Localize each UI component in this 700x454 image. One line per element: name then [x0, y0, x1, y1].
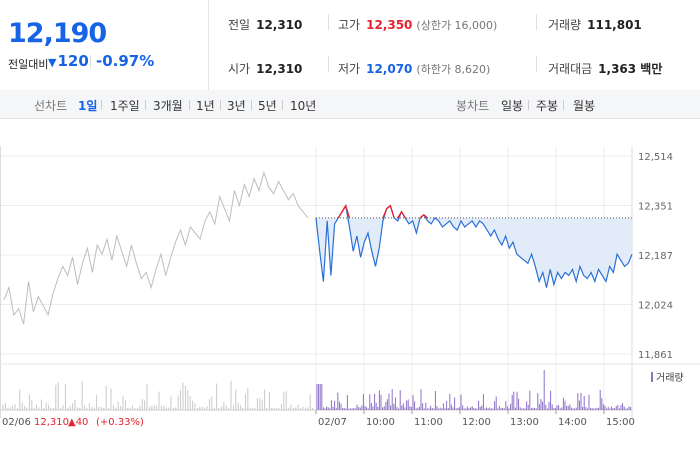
period-tab-1d[interactable]: 1일 [78, 99, 98, 113]
x-tick-label: 13:00 [510, 417, 539, 428]
period-tab-1w[interactable]: 1주일 [110, 99, 140, 113]
change-amount: ▼120 [48, 52, 89, 70]
divider [536, 56, 537, 72]
upper-limit: (상한가 16,000) [416, 19, 498, 32]
stat-turnover: 거래대금 1,363 백만 [548, 60, 662, 77]
y-axis-labels: 12,514 12,351 12,187 12,024 11,861 [638, 152, 673, 361]
x-axis-labels: 02/07 10:00 11:00 12:00 13:00 14:00 15:00 [318, 417, 635, 428]
period-tab-3m[interactable]: 3개월 [153, 99, 183, 113]
stat-label: 거래량 [548, 18, 582, 32]
tab-divider [220, 100, 221, 110]
period-tab-5y[interactable]: 5년 [258, 99, 277, 113]
intraday-chart: 12,514 12,351 12,187 12,024 11,861 02/07 10:0… [0, 118, 700, 450]
today-price-line [315, 204, 633, 288]
above-reference-segment [386, 204, 395, 219]
chart-toolbar: 선차트 1일 1주일 3개월 1년 3년 5년 10년 봉차트 일봉 주봉 월봉 [0, 90, 700, 119]
stat-volume: 거래량 111,801 [548, 16, 642, 33]
x-tick-label: 11:00 [414, 417, 443, 428]
current-price: 12,190 [8, 18, 107, 49]
stat-label: 고가 [338, 18, 361, 32]
stat-prev-close: 전일 12,310 [228, 16, 302, 33]
divider [536, 14, 537, 30]
line-chart-caption: 선차트 [34, 99, 68, 113]
tab-divider [563, 100, 564, 110]
candle-tab-weekly[interactable]: 주봉 [536, 99, 559, 113]
volume-legend-swatch [651, 372, 653, 382]
stat-low: 저가 12,070 (하한가 8,620) [338, 60, 490, 77]
previous-day-line [3, 170, 309, 325]
down-triangle-icon: ▼ [48, 56, 57, 69]
stat-high: 고가 12,350 (상한가 16,000) [338, 16, 497, 33]
stat-value: 1,363 백만 [598, 62, 663, 76]
stat-open: 시가 12,310 [228, 60, 302, 77]
price-box: 12,190 전일대비 ▼120 -0.97% [0, 0, 209, 90]
quote-header: 12,190 전일대비 ▼120 -0.97% 전일 12,310 고가 12,35… [0, 0, 700, 91]
x-tick-label: 10:00 [366, 417, 395, 428]
x-tick-label: 12:00 [462, 417, 491, 428]
stat-label: 저가 [338, 62, 361, 76]
stat-value: 12,350 [366, 18, 413, 32]
stat-label: 거래대금 [548, 62, 593, 76]
high-markers [337, 204, 428, 219]
y-tick-label: 12,351 [638, 202, 673, 213]
volume-legend: 거래량 [656, 372, 684, 384]
prev-day-change-pct: (+0.33%) [96, 417, 144, 428]
x-tick-label: 14:00 [558, 417, 587, 428]
stat-value: 111,801 [587, 18, 642, 32]
tab-divider [189, 100, 190, 110]
tab-divider [528, 100, 529, 110]
prev-day-date: 02/06 [2, 417, 31, 428]
volume-bars [2, 370, 632, 410]
period-tab-3y[interactable]: 3년 [227, 99, 246, 113]
candle-tab-monthly[interactable]: 월봉 [573, 99, 596, 113]
stat-value: 12,310 [256, 18, 303, 32]
x-tick-label: 15:00 [606, 417, 635, 428]
stat-value: 12,310 [256, 62, 303, 76]
x-tick-label: 02/07 [318, 417, 347, 428]
divider [328, 14, 329, 30]
tab-divider [145, 100, 146, 110]
above-reference-segment [382, 205, 391, 219]
change-percent: -0.97% [89, 52, 155, 70]
change-amount-value: 120 [57, 52, 89, 70]
tab-divider [101, 100, 102, 110]
price-chart-svg: 12,514 12,351 12,187 12,024 11,861 02/07 10:0… [0, 146, 700, 428]
candle-chart-caption: 봉차트 [456, 99, 490, 113]
lower-limit: (하한가 8,620) [416, 63, 491, 76]
tab-divider [251, 100, 252, 110]
change-label: 전일대비 [8, 58, 49, 71]
above-reference-segment [397, 210, 406, 219]
above-reference-segment [419, 213, 428, 219]
below-reference-fill [316, 217, 632, 288]
period-tab-10y[interactable]: 10년 [290, 99, 317, 113]
y-tick-label: 12,514 [638, 152, 673, 163]
above-reference-segment [341, 204, 351, 219]
candle-tab-daily[interactable]: 일봉 [501, 99, 524, 113]
prev-day-change: ▲40 [68, 417, 88, 428]
y-tick-label: 12,024 [638, 301, 673, 312]
period-tab-1y[interactable]: 1년 [196, 99, 215, 113]
chart-grid [0, 146, 700, 418]
stat-label: 전일 [228, 18, 251, 32]
divider [328, 56, 329, 72]
stat-label: 시가 [228, 62, 251, 76]
stat-value: 12,070 [366, 62, 413, 76]
y-tick-label: 12,187 [638, 251, 673, 262]
prev-day-close: 12,310 [34, 417, 69, 428]
y-tick-label: 11,861 [638, 350, 673, 361]
tab-divider [282, 100, 283, 110]
